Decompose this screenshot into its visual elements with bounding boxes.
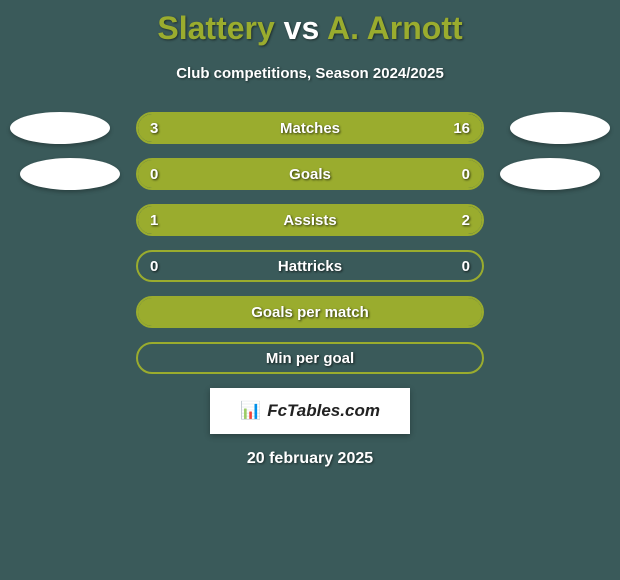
subtitle: Club competitions, Season 2024/2025 [0, 65, 620, 82]
stat-label: Goals per match [138, 298, 482, 326]
stat-bar: Goals per match [136, 296, 484, 328]
stat-label: Assists [138, 206, 482, 234]
player2-badge-bottom [500, 158, 600, 190]
stat-label: Hattricks [138, 252, 482, 280]
comparison-title: Slattery vs A. Arnott [0, 0, 620, 47]
stat-bar: 12Assists [136, 204, 484, 236]
stat-label: Goals [138, 160, 482, 188]
chart-area: 316Matches 00Goals 12Assists 00Hattricks Goa… [0, 112, 620, 374]
player1-badge-top [10, 112, 110, 144]
brand-text: FcTables.com [267, 401, 380, 421]
stat-label: Min per goal [138, 344, 482, 372]
player1-badge-bottom [20, 158, 120, 190]
stat-bar: 316Matches [136, 112, 484, 144]
stat-bar: Min per goal [136, 342, 484, 374]
stat-bar: 00Goals [136, 158, 484, 190]
date-label: 20 february 2025 [0, 450, 620, 468]
brand-badge[interactable]: 📊 FcTables.com [210, 388, 410, 434]
stat-bars: 316Matches 00Goals 12Assists 00Hattricks Goa… [136, 112, 484, 374]
player2-name: A. Arnott [327, 10, 463, 46]
player2-badge-top [510, 112, 610, 144]
vs-text: vs [284, 10, 320, 46]
stat-bar: 00Hattricks [136, 250, 484, 282]
player1-name: Slattery [157, 10, 274, 46]
chart-icon: 📊 [240, 401, 261, 421]
stat-label: Matches [138, 114, 482, 142]
